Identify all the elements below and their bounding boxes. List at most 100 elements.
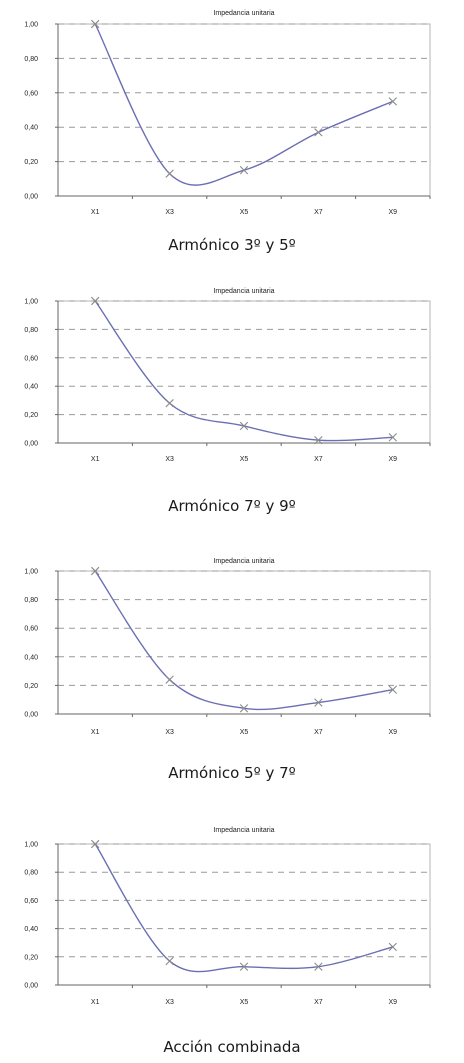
chart-title: Impedancia unitaria: [213, 288, 274, 295]
x-tick-label: X5: [240, 456, 249, 463]
marker-stroke: [388, 942, 397, 952]
data-point: [165, 399, 174, 408]
data-point: [239, 962, 249, 971]
x-tick-label: X7: [314, 999, 323, 1006]
x-tick-label: X9: [389, 999, 398, 1006]
y-tick-label: 0,60: [24, 898, 38, 905]
marker-stroke: [314, 962, 323, 971]
y-tick-label: 0,80: [24, 327, 38, 334]
y-tick-label: 0,00: [24, 983, 38, 990]
marker-stroke: [239, 166, 249, 175]
x-tick-label: X9: [389, 209, 398, 216]
marker-stroke: [239, 962, 249, 971]
y-tick-label: 0,60: [24, 355, 38, 362]
marker-stroke: [388, 97, 397, 106]
data-point: [91, 296, 100, 306]
data-point: [239, 166, 249, 175]
chart-panel-armonico-5-7: Impedancia unitaria 0,00 0,20 0,40 0,60 0,80 1…: [0, 554, 464, 794]
data-point: [388, 685, 397, 694]
series-line: [94, 843, 393, 973]
x-tick-label: X5: [240, 209, 249, 216]
data-point: [239, 704, 249, 713]
marker-stroke: [239, 704, 249, 713]
chart-armonico-7-9: Impedancia unitaria 0,00 0,20 0,40 0,60 0,80 1…: [24, 288, 431, 463]
y-tick-label: 0,00: [24, 441, 38, 448]
y-tick-label: 0,80: [24, 870, 38, 877]
chart-armonico-3-5: Impedancia unitaria 0,00 0,20 0,40 0,60 0,80 1…: [24, 10, 431, 216]
y-tick-label: 0,00: [24, 712, 38, 719]
marker-stroke: [91, 566, 100, 576]
x-tick-label: X7: [314, 729, 323, 736]
marker-stroke: [165, 169, 174, 178]
data-point: [165, 169, 174, 178]
plot-area: [57, 23, 431, 197]
x-tick-label: X1: [91, 209, 100, 216]
data-point: [388, 433, 397, 442]
data-point: [314, 435, 323, 445]
y-tick-label: 1,00: [24, 22, 38, 29]
chart-title: Impedancia unitaria: [213, 10, 274, 17]
y-tick-label: 1,00: [24, 299, 38, 306]
x-tick-label: X1: [91, 456, 100, 463]
chart-caption: Armónico 7º y 9º: [168, 497, 296, 515]
y-tick-label: 0,40: [24, 384, 38, 391]
marker-stroke: [388, 685, 397, 694]
x-tick-label: X9: [389, 456, 398, 463]
y-tick-label: 0,60: [24, 90, 38, 97]
chart-caption: Acción combinada: [163, 1038, 301, 1056]
x-tick-label: X7: [314, 209, 323, 216]
data-point: [91, 566, 100, 576]
data-point: [314, 698, 323, 707]
y-tick-label: 1,00: [24, 569, 38, 576]
data-point: [165, 956, 174, 966]
data-point: [314, 962, 323, 971]
marker-stroke: [165, 956, 174, 966]
y-tick-label: 0,20: [24, 954, 38, 961]
marker-stroke: [165, 675, 174, 684]
chart-caption: Armónico 5º y 7º: [168, 764, 296, 782]
y-tick-label: 0,40: [24, 125, 38, 132]
marker-stroke: [91, 19, 100, 29]
x-tick-label: X3: [165, 729, 174, 736]
x-tick-label: X3: [165, 999, 174, 1006]
series-line: [94, 300, 393, 442]
chart-caption: Armónico 3º y 5º: [168, 236, 296, 254]
series-line: [94, 23, 394, 186]
y-tick-label: 1,00: [24, 842, 38, 849]
marker-stroke: [314, 698, 323, 707]
y-tick-label: 0,40: [24, 654, 38, 661]
x-tick-label: X5: [240, 999, 249, 1006]
data-point: [388, 97, 397, 106]
marker-stroke: [239, 421, 249, 431]
data-point: [239, 421, 249, 431]
data-point: [91, 19, 100, 29]
chart-armonico-5-7: Impedancia unitaria 0,00 0,20 0,40 0,60 0,80 1…: [24, 558, 431, 736]
chart-accion-combinada: Impedancia unitaria 0,00 0,20 0,40 0,60 0,80 1…: [24, 827, 431, 1006]
plot-area: [57, 300, 431, 444]
marker-stroke: [314, 435, 323, 445]
x-tick-label: X3: [165, 209, 174, 216]
series-line: [94, 570, 393, 711]
data-point: [165, 675, 174, 684]
x-tick-label: X3: [165, 456, 174, 463]
marker-stroke: [91, 839, 100, 849]
y-tick-label: 0,20: [24, 683, 38, 690]
y-tick-label: 0,80: [24, 56, 38, 63]
x-tick-label: X7: [314, 456, 323, 463]
data-point: [91, 839, 100, 849]
x-tick-label: X5: [240, 729, 249, 736]
y-tick-label: 0,20: [24, 159, 38, 166]
x-tick-label: X9: [389, 729, 398, 736]
chart-title: Impedancia unitaria: [213, 827, 274, 834]
x-tick-label: X1: [91, 999, 100, 1006]
chart-panel-armonico-3-5: Impedancia unitaria 0,00 0,20 0,40 0,60 0,80 1…: [0, 0, 464, 262]
marker-stroke: [314, 128, 323, 137]
chart-title: Impedancia unitaria: [213, 558, 274, 565]
x-tick-label: X1: [91, 729, 100, 736]
y-tick-label: 0,00: [24, 194, 38, 201]
marker-stroke: [388, 433, 397, 442]
y-tick-label: 0,20: [24, 412, 38, 419]
marker-stroke: [165, 399, 174, 408]
plot-area: [57, 570, 431, 715]
plot-area: [57, 843, 431, 986]
